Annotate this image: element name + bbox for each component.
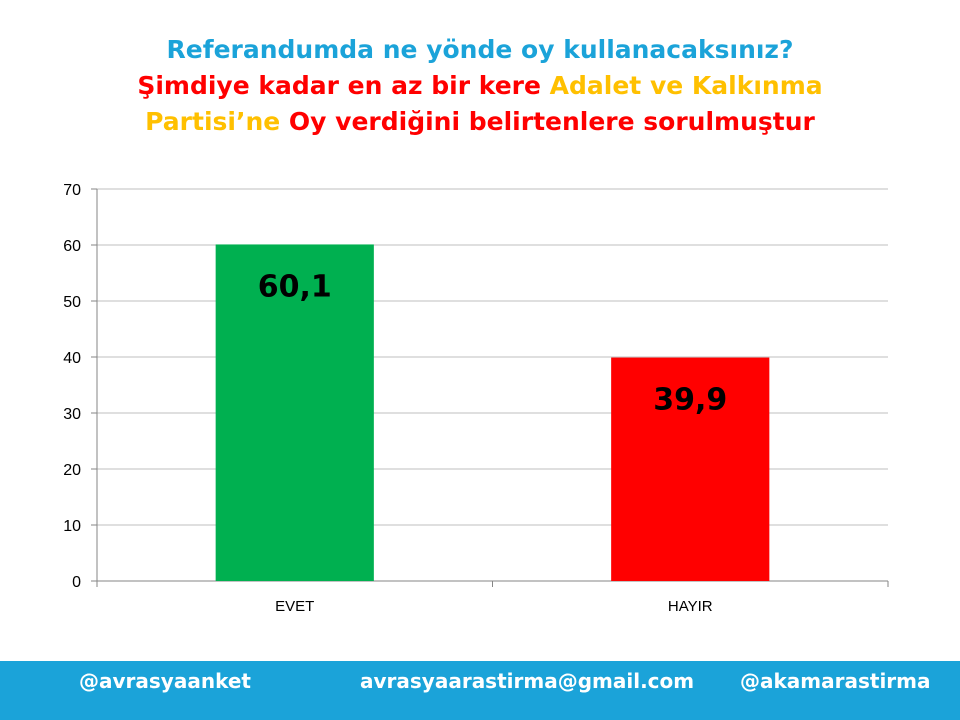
y-tick-label: 70 <box>63 182 81 199</box>
data-label-evet: 60,1 <box>258 269 332 304</box>
data-label-hayir: 39,9 <box>653 383 727 418</box>
title-line-1-text: Referandumda ne yönde oy kullanacaksınız… <box>166 35 794 64</box>
x-tick-label-hayir: HAYIR <box>668 598 713 615</box>
bar-hayir <box>611 357 770 581</box>
footer-twitter-left: @avrasyaanket <box>79 669 251 693</box>
title-line-3-part-1: Partisi’ne <box>145 107 289 136</box>
y-tick-label: 30 <box>63 406 81 423</box>
title-line-1: Referandumda ne yönde oy kullanacaksınız… <box>0 32 960 68</box>
title-line-3-part-2: Oy verdiğini belirtenlere sorulmuştur <box>288 107 815 136</box>
y-tick-label: 40 <box>63 350 81 367</box>
title-line-2-part-1: Şimdiye kadar en az bir kere <box>137 71 550 100</box>
y-tick-label: 10 <box>63 518 81 535</box>
footer-twitter-right: @akamarastirma <box>740 669 931 693</box>
y-tick-label: 60 <box>63 238 81 255</box>
bar-evet <box>215 244 374 581</box>
y-tick-label: 0 <box>72 574 81 591</box>
chart-title: Referandumda ne yönde oy kullanacaksınız… <box>0 32 960 140</box>
y-tick-label: 20 <box>63 462 81 479</box>
x-tick-label-evet: EVET <box>275 598 314 615</box>
footer-bar: @avrasyaanket avrasyaarastirma@gmail.com… <box>0 661 960 720</box>
title-line-2-part-2: Adalet ve Kalkınma <box>549 71 823 100</box>
title-line-3: Partisi’ne Oy verdiğini belirtenlere sor… <box>0 104 960 140</box>
bar-chart: 0 10 20 30 40 50 60 70 60,1 EVET 39,9 HAYIR <box>63 182 889 615</box>
y-tick-label: 50 <box>63 294 81 311</box>
footer-email: avrasyaarastirma@gmail.com <box>360 669 695 693</box>
title-line-2: Şimdiye kadar en az bir kere Adalet ve K… <box>0 68 960 104</box>
